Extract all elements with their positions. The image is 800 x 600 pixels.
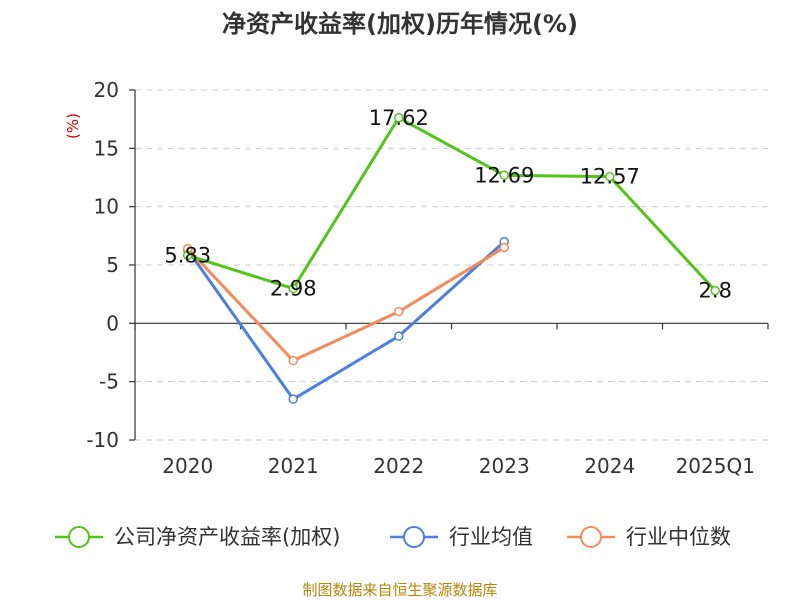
data-point (394, 113, 404, 123)
gridlines (135, 89, 768, 441)
data-point (183, 250, 193, 261)
y-tick-label: -10 (86, 428, 119, 452)
x-tick-label: 2022 (373, 454, 424, 478)
data-point (394, 331, 404, 341)
y-tick-label: 5 (106, 253, 119, 277)
y-tick-label: 15 (94, 136, 119, 160)
data-label: 5.83 (164, 243, 211, 267)
x-tick-label: 2023 (479, 454, 530, 478)
data-point (288, 394, 298, 404)
data-label: 2.8 (699, 279, 732, 303)
series-line (186, 240, 506, 401)
legend-marker (580, 526, 602, 548)
y-tick-label: 0 (106, 311, 119, 335)
data-label: 12.57 (580, 165, 640, 189)
legend: 公司净资产收益率(加权) 行业均值 行业中位数 (55, 525, 731, 549)
legend-marker (68, 526, 90, 548)
data-labels: 5.83 2.98 17.62 12.69 12.57 2.8 (164, 106, 732, 303)
x-tick-label: 2020 (162, 454, 213, 478)
data-point (288, 283, 298, 294)
legend-label: 行业中位数 (626, 525, 731, 549)
y-tick-label: 10 (94, 195, 119, 219)
x-tick-label: 2021 (268, 454, 319, 478)
data-label: 2.98 (270, 277, 317, 301)
x-tick-label: 2024 (584, 454, 635, 478)
y-tick-label: -5 (99, 370, 119, 394)
legend-label: 公司净资产收益率(加权) (114, 525, 340, 549)
data-label: 12.69 (474, 163, 534, 187)
data-point (499, 170, 509, 181)
source-note: 制图数据来自恒生聚源数据库 (302, 581, 497, 599)
series-line (186, 116, 717, 293)
series-line (186, 246, 506, 363)
chart-title: 净资产收益率(加权)历年情况(%) (222, 10, 578, 38)
axes: 20 15 10 5 0 -5 -10 2020 2021 2022 2023 2024 2025Q1 (86, 78, 769, 478)
data-point (288, 355, 298, 366)
data-point (605, 171, 615, 182)
data-point (394, 306, 404, 317)
data-label: 17.62 (369, 106, 429, 130)
data-point (499, 242, 509, 253)
series-lines (183, 113, 720, 404)
legend-marker (403, 526, 425, 548)
y-tick-label: 20 (94, 78, 119, 102)
x-tick-label: 2025Q1 (676, 454, 755, 478)
legend-label: 行业均值 (449, 525, 533, 549)
y-axis-unit: (%) (64, 113, 82, 139)
data-point (710, 285, 720, 296)
